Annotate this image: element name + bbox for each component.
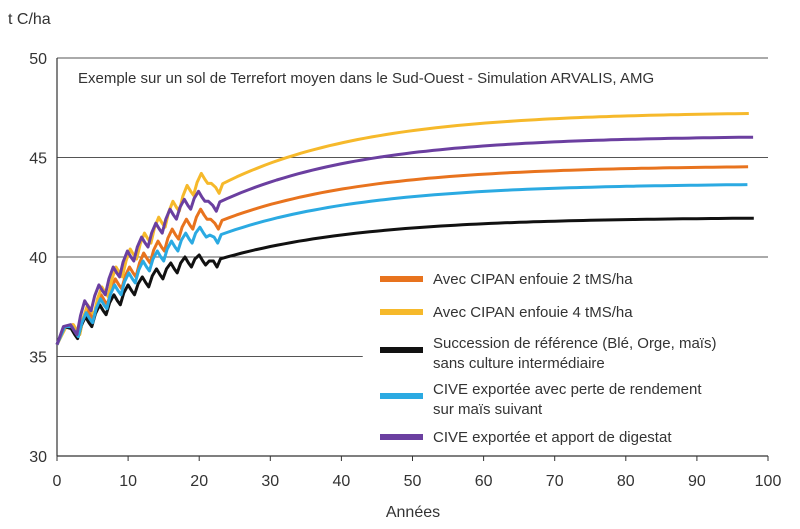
x-tick-label: 20 <box>190 473 208 490</box>
series-line <box>55 183 748 346</box>
y-tick-label: 40 <box>29 250 47 267</box>
x-tick-label: 90 <box>688 473 706 490</box>
legend-label: CIVE exportée avec perte de rendement <box>433 381 702 398</box>
x-tick-label: 80 <box>617 473 635 490</box>
x-tick-labels: 0 10 20 30 40 50 60 70 80 90 100 <box>53 456 782 490</box>
series-lines <box>55 112 754 346</box>
x-tick-label: 70 <box>546 473 564 490</box>
y-axis-label: t C/ha <box>8 11 51 28</box>
series-line <box>55 165 749 346</box>
series-line <box>55 216 754 346</box>
chart-annotation: Exemple sur un sol de Terrefort moyen da… <box>78 70 654 87</box>
x-tick-label: 30 <box>261 473 279 490</box>
series-line <box>55 135 754 346</box>
y-tick-labels: 50 45 40 35 30 <box>29 51 47 466</box>
y-tick-label: 35 <box>29 350 47 367</box>
y-tick-label: 30 <box>29 449 47 466</box>
x-axis-label: Années <box>386 504 440 521</box>
x-tick-label: 60 <box>475 473 493 490</box>
legend-label: Avec CIPAN enfouie 2 tMS/ha <box>433 271 633 288</box>
y-tick-label: 45 <box>29 151 47 168</box>
legend-label: Succession de référence (Blé, Orge, maïs… <box>433 335 716 352</box>
grid-lines <box>57 57 768 357</box>
legend-label: Avec CIPAN enfouie 4 tMS/ha <box>433 304 633 321</box>
legend-label: sur maïs suivant <box>433 401 543 418</box>
x-tick-label: 100 <box>755 473 782 490</box>
x-tick-label: 50 <box>404 473 422 490</box>
y-tick-label: 50 <box>29 51 47 68</box>
x-tick-label: 40 <box>333 473 351 490</box>
legend-label: CIVE exportée et apport de digestat <box>433 429 672 446</box>
x-tick-label: 10 <box>119 473 137 490</box>
x-tick-label: 0 <box>53 473 62 490</box>
legend: Avec CIPAN enfouie 2 tMS/ha Avec CIPAN en… <box>380 271 716 446</box>
legend-label: sans culture intermédiaire <box>433 355 605 372</box>
